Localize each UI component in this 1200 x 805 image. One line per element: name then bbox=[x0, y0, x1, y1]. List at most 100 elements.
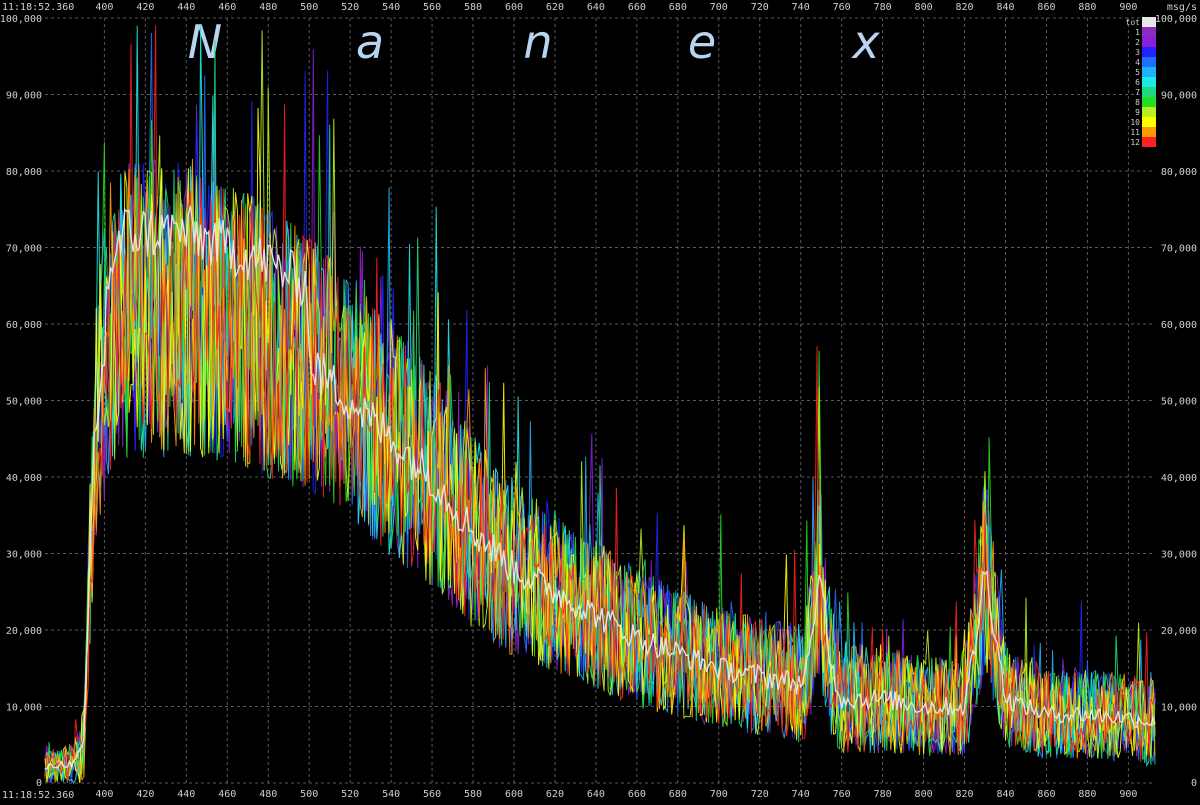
x-tick-label-top: 560 bbox=[423, 2, 441, 13]
x-tick-label-top: 420 bbox=[136, 2, 154, 13]
x-tick-label-bottom: 640 bbox=[587, 789, 605, 800]
x-tick-label-top: 800 bbox=[915, 2, 933, 13]
legend-swatch-tot bbox=[1142, 17, 1156, 27]
x-tick-label-top: 520 bbox=[341, 2, 359, 13]
legend-label-11: 11 bbox=[1130, 128, 1140, 137]
x-tick-label-bottom: 580 bbox=[464, 789, 482, 800]
x-tick-label-bottom: 660 bbox=[628, 789, 646, 800]
y-tick-label-right: 20,000 bbox=[1161, 626, 1197, 637]
y-tick-label-left: 60,000 bbox=[6, 320, 42, 331]
x-tick-label-top: 900 bbox=[1119, 2, 1137, 13]
y-tick-label-left: 70,000 bbox=[6, 244, 42, 255]
x-tick-label-top: 480 bbox=[259, 2, 277, 13]
brand-letter: a bbox=[356, 15, 384, 69]
x-tick-label-top: 780 bbox=[874, 2, 892, 13]
legend-swatch-2 bbox=[1142, 37, 1156, 47]
legend-label-2: 2 bbox=[1135, 38, 1140, 47]
x-tick-label-bottom: 780 bbox=[874, 789, 892, 800]
x-tick-label-bottom: 500 bbox=[300, 789, 318, 800]
legend-label-10: 10 bbox=[1130, 118, 1140, 127]
y-tick-label-right: 100,000 bbox=[1155, 14, 1197, 25]
legend-swatch-1 bbox=[1142, 27, 1156, 37]
x-tick-label-bottom: 560 bbox=[423, 789, 441, 800]
x-tick-label-bottom: 520 bbox=[341, 789, 359, 800]
y-tick-label-right: 40,000 bbox=[1161, 473, 1197, 484]
legend-swatch-9 bbox=[1142, 107, 1156, 117]
x-tick-label-top: 720 bbox=[751, 2, 769, 13]
y-tick-label-left: 90,000 bbox=[6, 91, 42, 102]
y-tick-label-left: 10,000 bbox=[6, 703, 42, 714]
x-tick-label-top: 500 bbox=[300, 2, 318, 13]
x-tick-label-top: 400 bbox=[95, 2, 113, 13]
legend-swatch-11 bbox=[1142, 127, 1156, 137]
legend-label-6: 6 bbox=[1135, 78, 1140, 87]
x-tick-label-bottom: 420 bbox=[136, 789, 154, 800]
legend-label-8: 8 bbox=[1135, 98, 1140, 107]
legend-swatch-4 bbox=[1142, 57, 1156, 67]
y-tick-label-right: 10,000 bbox=[1161, 703, 1197, 714]
series-line-tot bbox=[44, 205, 1156, 770]
series-line-11 bbox=[44, 158, 1156, 783]
y-tick-label-right: 0 bbox=[1191, 778, 1197, 789]
legend-swatch-8 bbox=[1142, 97, 1156, 107]
legend-label-4: 4 bbox=[1135, 58, 1140, 67]
legend-label-tot: tot bbox=[1126, 18, 1141, 27]
y-tick-label-right: 80,000 bbox=[1161, 167, 1197, 178]
legend-label-12: 12 bbox=[1130, 138, 1140, 147]
x-tick-label-bottom: 440 bbox=[177, 789, 195, 800]
x-tick-label-bottom: 720 bbox=[751, 789, 769, 800]
x-tick-label-top: 440 bbox=[177, 2, 195, 13]
legend-label-9: 9 bbox=[1135, 108, 1140, 117]
x-tick-label-top: 700 bbox=[710, 2, 728, 13]
brand-letter: x bbox=[850, 15, 880, 69]
y-tick-label-left: 30,000 bbox=[6, 550, 42, 561]
x-tick-label-bottom: 480 bbox=[259, 789, 277, 800]
y-tick-label-right: 70,000 bbox=[1161, 244, 1197, 255]
series-lines bbox=[44, 25, 1156, 784]
y-tick-label-left: 0 bbox=[36, 778, 42, 789]
y-tick-label-left: 20,000 bbox=[6, 626, 42, 637]
x-tick-label-bottom: 620 bbox=[546, 789, 564, 800]
legend-swatch-7 bbox=[1142, 87, 1156, 97]
brand-letter: n bbox=[523, 15, 552, 69]
x-tick-label-bottom: 900 bbox=[1119, 789, 1137, 800]
units-label: msg/s bbox=[1167, 2, 1197, 13]
x-tick-label-bottom: 860 bbox=[1037, 789, 1055, 800]
y-tick-label-right: 50,000 bbox=[1161, 397, 1197, 408]
x-tick-label-top: 580 bbox=[464, 2, 482, 13]
series-line-9 bbox=[44, 30, 1156, 782]
x-tick-label-bottom: 800 bbox=[915, 789, 933, 800]
x-tick-label-top: 640 bbox=[587, 2, 605, 13]
x-tick-label-bottom: 760 bbox=[833, 789, 851, 800]
legend-label-5: 5 bbox=[1135, 68, 1140, 77]
x-tick-label-top: 600 bbox=[505, 2, 523, 13]
legend-label-7: 7 bbox=[1135, 88, 1140, 97]
legend-label-1: 1 bbox=[1135, 28, 1140, 37]
y-tick-label-right: 90,000 bbox=[1161, 91, 1197, 102]
brand-letter: e bbox=[688, 15, 716, 69]
x-tick-label-bottom: 680 bbox=[669, 789, 687, 800]
x-tick-label-bottom: 460 bbox=[218, 789, 236, 800]
x-tick-label-top: 840 bbox=[996, 2, 1014, 13]
x-tick-label-top: 680 bbox=[669, 2, 687, 13]
x-tick-label-top: 760 bbox=[833, 2, 851, 13]
x-tick-label-bottom: 600 bbox=[505, 789, 523, 800]
legend-swatch-12 bbox=[1142, 137, 1156, 147]
y-tick-label-right: 30,000 bbox=[1161, 550, 1197, 561]
x-tick-label-bottom: 880 bbox=[1078, 789, 1096, 800]
x-tick-label-top: 620 bbox=[546, 2, 564, 13]
y-tick-label-left: 100,000 bbox=[0, 14, 42, 25]
legend-swatch-10 bbox=[1142, 117, 1156, 127]
x-tick-label-top: 540 bbox=[382, 2, 400, 13]
x-tick-label-top: 660 bbox=[628, 2, 646, 13]
x-tick-label-bottom: 840 bbox=[996, 789, 1014, 800]
brand-letter: N bbox=[188, 15, 222, 69]
x-tick-label-bottom: 540 bbox=[382, 789, 400, 800]
x-tick-label-top: 460 bbox=[218, 2, 236, 13]
legend-swatch-5 bbox=[1142, 67, 1156, 77]
